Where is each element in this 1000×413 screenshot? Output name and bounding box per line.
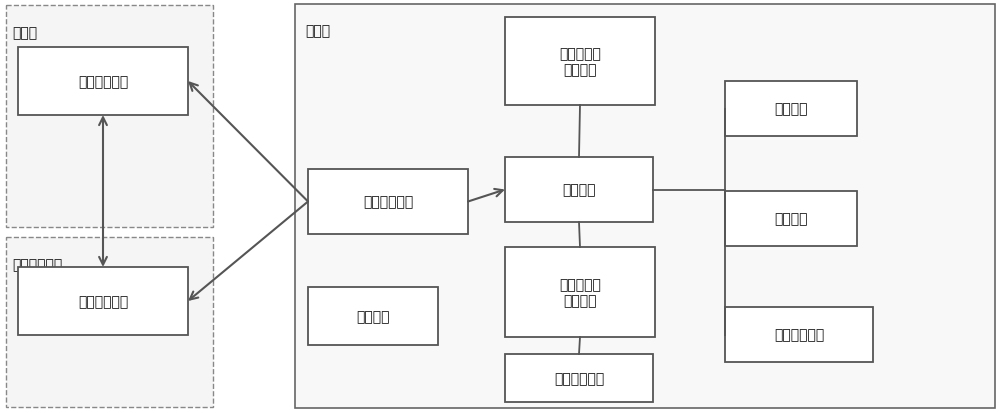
Text: 报警模块: 报警模块	[356, 309, 390, 323]
Bar	[725, 82, 857, 137]
Text: 无人机自动
控制模块: 无人机自动 控制模块	[559, 277, 601, 307]
Bar	[295, 5, 995, 408]
Bar	[505, 247, 655, 337]
Text: 存储模块: 存储模块	[774, 102, 808, 116]
Bar	[725, 192, 857, 247]
Text: 命令输入模块: 命令输入模块	[774, 328, 824, 342]
Bar	[18, 267, 188, 335]
Text: 工作站: 工作站	[305, 24, 330, 38]
Bar	[18, 48, 188, 116]
Bar	[505, 354, 653, 402]
Text: 无人机: 无人机	[12, 26, 37, 40]
Text: 显示模块: 显示模块	[774, 212, 808, 226]
Text: 无线通信模块: 无线通信模块	[78, 294, 128, 308]
Bar	[505, 158, 653, 223]
Bar	[505, 18, 655, 106]
Bar	[6, 237, 213, 407]
Bar	[308, 170, 468, 235]
Bar	[725, 307, 873, 362]
Bar	[6, 6, 213, 228]
Text: 无人机承载车: 无人机承载车	[12, 257, 62, 271]
Bar	[308, 287, 438, 345]
Text: 无线通信模块: 无线通信模块	[78, 75, 128, 89]
Text: 无线通信模块: 无线通信模块	[363, 195, 413, 209]
Text: 一键返回装置: 一键返回装置	[554, 371, 604, 385]
Text: 无人机手动
控制模块: 无人机手动 控制模块	[559, 47, 601, 77]
Text: 主控模块: 主控模块	[562, 183, 596, 197]
